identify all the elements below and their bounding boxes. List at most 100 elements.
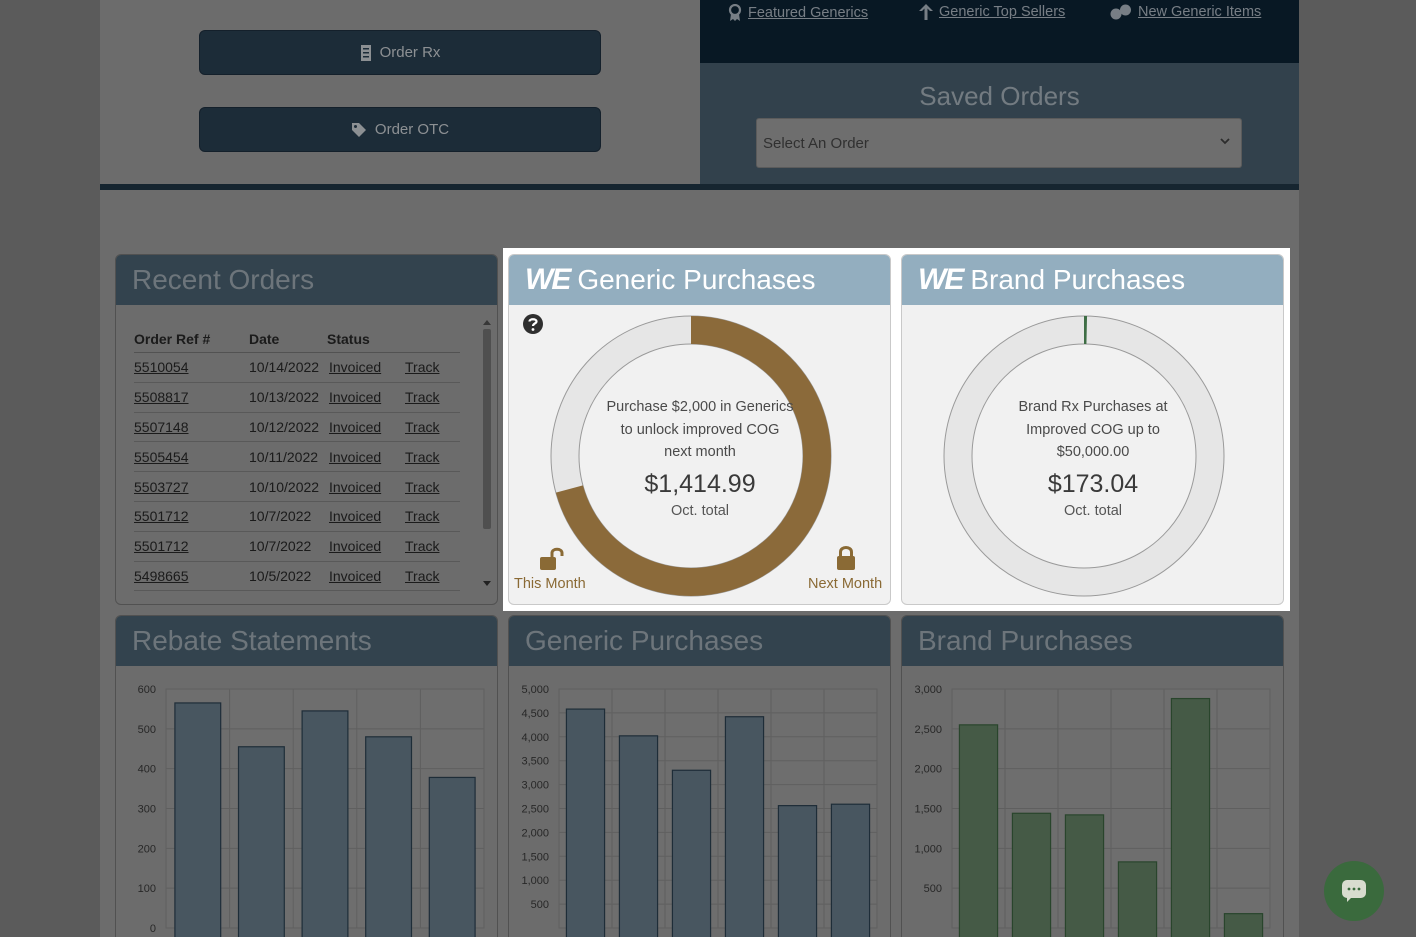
this-month-label: This Month — [514, 576, 586, 592]
order-ref-link[interactable]: 5510054 — [134, 359, 189, 376]
order-ref-link[interactable]: 5505454 — [134, 448, 189, 465]
chat-bubble-icon — [1342, 880, 1366, 902]
track-link[interactable]: Track — [405, 418, 440, 435]
order-status-link[interactable]: Invoiced — [329, 567, 382, 584]
saved-orders-section: Saved Orders Select An Order — [700, 63, 1299, 185]
next-month-label: Next Month — [808, 576, 883, 592]
chart-bar[interactable] — [174, 702, 222, 937]
orders-scrollbar[interactable] — [481, 319, 493, 599]
chart-bar[interactable] — [428, 776, 476, 937]
award-ribbon-icon — [728, 4, 742, 21]
column-status: Status — [327, 331, 370, 347]
track-link[interactable]: Track — [405, 448, 440, 465]
order-status-link[interactable]: Invoiced — [329, 478, 382, 495]
scroll-down-icon[interactable] — [483, 581, 491, 587]
generic-purchases-card: WE Generic Purchases Purchase $2,000 in … — [508, 254, 891, 605]
y-tick-label: 1,000 — [914, 843, 942, 855]
track-link[interactable]: Track — [405, 508, 440, 525]
table-row: 5508817 10/13/2022 Invoiced Track — [134, 383, 460, 413]
order-date: 10/7/2022 — [249, 508, 312, 525]
table-row: 5501712 10/7/2022 Invoiced Track — [134, 532, 460, 562]
y-tick-label: 600 — [138, 684, 156, 696]
recent-orders-table: Order Ref # Date Status 5510054 10/14/202… — [134, 329, 460, 592]
order-date: 10/10/2022 — [249, 478, 320, 495]
chart-bar[interactable] — [1064, 814, 1105, 937]
order-status-link[interactable]: Invoiced — [329, 508, 382, 525]
y-tick-label: 0 — [150, 923, 156, 935]
generic-card-title: Generic Purchases — [577, 264, 816, 295]
order-ref-link[interactable]: 5508817 — [134, 389, 189, 406]
brand-purchases-card: WE Brand Purchases Brand Rx Purchases at… — [901, 254, 1284, 605]
order-status-link[interactable]: Invoiced — [329, 359, 382, 376]
y-tick-label: 2,500 — [521, 804, 549, 816]
chat-button[interactable] — [1324, 861, 1384, 921]
chart-bar[interactable] — [1117, 861, 1158, 937]
generic-progress-donut — [550, 315, 832, 597]
order-status-link[interactable]: Invoiced — [329, 418, 382, 435]
lock-icon — [837, 546, 855, 570]
chart-bar[interactable] — [301, 710, 349, 937]
order-otc-button[interactable]: Order OTC — [199, 107, 601, 152]
brand-goal-line1: Brand Rx Purchases at — [1018, 399, 1168, 415]
section-divider — [100, 184, 1299, 190]
order-ref-link[interactable]: 5501712 — [134, 508, 189, 525]
track-link[interactable]: Track — [405, 538, 440, 555]
track-link[interactable]: Track — [405, 359, 440, 376]
chart-bar[interactable] — [777, 805, 818, 937]
table-header: Order Ref # Date Status — [134, 329, 460, 353]
order-rx-button[interactable]: Order Rx — [199, 30, 601, 75]
help-icon[interactable] — [522, 313, 544, 335]
brand-donut-text: Brand Rx Purchases at Improved COG up to… — [973, 396, 1213, 519]
chart-bar[interactable] — [618, 735, 659, 937]
table-row: 5510054 10/14/2022 Invoiced Track — [134, 353, 460, 383]
order-date: 10/7/2022 — [249, 538, 312, 555]
featured-generics-label: Featured Generics — [748, 5, 869, 21]
saved-order-select[interactable]: Select An Order — [756, 118, 1242, 168]
order-ref-link[interactable]: 5501712 — [134, 538, 189, 555]
chevron-down-icon — [1220, 138, 1230, 145]
top-navigation: Featured Generics Generic Top Sellers Ne… — [700, 0, 1299, 63]
chart-bar[interactable] — [1223, 913, 1264, 937]
chart-bar[interactable] — [830, 803, 871, 937]
scroll-up-icon[interactable] — [483, 319, 491, 325]
we-logo: WE — [525, 263, 571, 296]
chart-bar[interactable] — [671, 769, 712, 937]
chart-bar[interactable] — [565, 708, 606, 937]
rebate-statements-title: Rebate Statements — [116, 616, 497, 666]
chart-bar[interactable] — [237, 746, 285, 937]
generic-top-sellers-link[interactable]: Generic Top Sellers — [919, 4, 1065, 20]
y-tick-label: 3,000 — [521, 780, 549, 792]
rebate-statements-panel: Rebate Statements 0 100 200 300 400 500 600 — [115, 615, 498, 937]
chart-bar[interactable] — [365, 736, 413, 937]
y-tick-label: 4,000 — [521, 732, 549, 744]
new-generic-items-link[interactable]: New Generic Items — [1110, 4, 1261, 20]
chart-bar[interactable] — [724, 716, 765, 937]
track-link[interactable]: Track — [405, 478, 440, 495]
generic-donut-progress-arc — [551, 316, 831, 596]
scrollbar-thumb[interactable] — [483, 329, 491, 529]
saved-order-select-value: Select An Order — [763, 134, 869, 152]
track-link[interactable]: Track — [405, 389, 440, 406]
generic-donut-text: Purchase $2,000 in Generics to unlock im… — [580, 396, 820, 519]
generic-total-label: Oct. total — [670, 502, 730, 519]
featured-generics-link[interactable]: Featured Generics — [728, 4, 868, 22]
y-tick-label: 3,500 — [521, 756, 549, 768]
order-status-link[interactable]: Invoiced — [329, 448, 382, 465]
recent-orders-panel: Recent Orders Order Ref # Date Status 55… — [115, 254, 498, 605]
chart-bar[interactable] — [958, 724, 999, 937]
order-ref-link[interactable]: 5503727 — [134, 478, 189, 495]
y-tick-label: 2,000 — [914, 764, 942, 776]
order-date: 10/5/2022 — [249, 567, 312, 584]
order-status-link[interactable]: Invoiced — [329, 389, 382, 406]
order-ref-link[interactable]: 5498665 — [134, 567, 189, 584]
chart-bar[interactable] — [1011, 812, 1052, 937]
order-otc-label: Order OTC — [374, 121, 450, 138]
brand-donut-progress-arc — [944, 316, 1224, 596]
y-tick-label: 500 — [924, 883, 942, 895]
order-ref-link[interactable]: 5507148 — [134, 418, 189, 435]
order-status-link[interactable]: Invoiced — [329, 538, 382, 555]
generic-purchases-chart-title: Generic Purchases — [509, 616, 890, 666]
track-link[interactable]: Track — [405, 567, 440, 584]
chart-bar[interactable] — [1170, 697, 1211, 937]
y-tick-label: 400 — [138, 764, 156, 776]
